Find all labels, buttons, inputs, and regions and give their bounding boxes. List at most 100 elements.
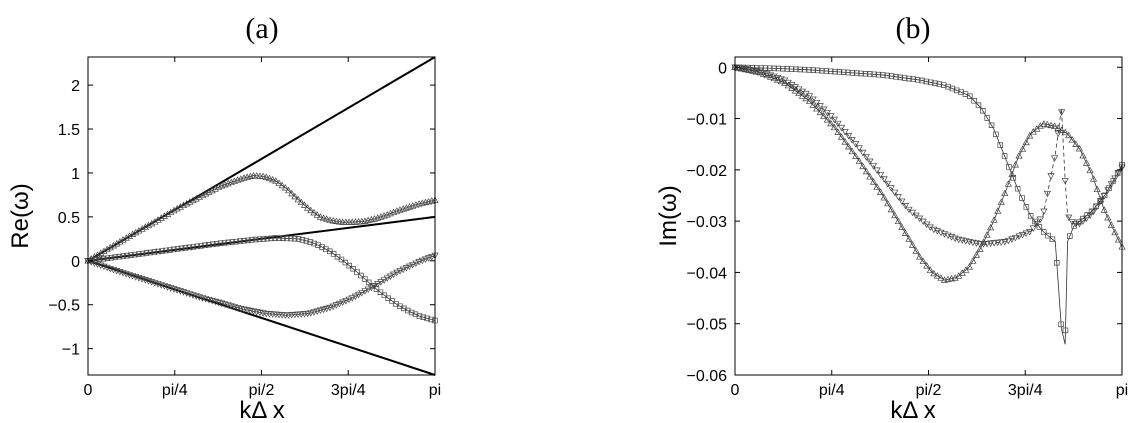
chart-b-series-2-point [820,106,828,114]
chart-b-series-1-point [965,263,973,270]
chart-b-series-2-point [990,240,998,247]
chart-b-series-2-point [1072,220,1080,228]
chart-b-series-1-point [880,193,888,201]
chart-a-series-4-point [217,240,224,246]
chart-a-title: (a) [245,12,278,45]
chart-a-series-3-point [192,194,200,202]
chart-b-yticks: 0 −0.01 −0.02 −0.03 −0.04 −0.05 −0.06 [687,60,1122,385]
chart-a-series-3-point [132,228,140,236]
chart-a-series-4-point [350,265,356,272]
chart-b-series-0-point [945,83,951,90]
chart-a-series-4-point [171,246,177,253]
chart-a-xtick-label: pi/2 [249,382,275,399]
chart-b-series-1-point [781,79,789,86]
chart-b-series-2-point [987,240,995,247]
chart-a-series-5-point [103,264,111,272]
chart-a-series-4-point [385,295,391,301]
chart-b-series-2-point [1036,216,1044,224]
chart-b-series-1-point [1086,166,1094,174]
chart-b-series-1-point [891,211,899,219]
chart-a-series-4-point [299,237,306,243]
chart-a-series-3 [84,171,439,264]
chart-b-series-1-point [997,198,1005,205]
panel-a: (a) 0 pi/4 pi/2 3pi/4 pi −1 −0.5 0 0.5 1 1.5 2 kΔ … [7,12,441,423]
chart-b-series-2-point [876,171,885,179]
chart-a-series-5-point [326,304,334,312]
chart-a-series-4-point [241,238,247,244]
chart-a-series-4-point [128,252,134,258]
chart-b-series-1-point [1043,120,1052,128]
chart-b-series-2-point [852,141,860,148]
chart-b-series-1-point [923,261,931,269]
chart-a-series-5-point [415,259,423,266]
chart-b-series-1-point [845,142,853,150]
chart-a-series-3-point [202,190,210,197]
chart-a-series-3-point [148,219,156,227]
chart-a-series-4-point [381,292,388,299]
chart-b-series-2-point [979,241,988,248]
chart-b-series-0-point [888,73,895,79]
chart-b-series-2-point [1111,175,1119,182]
chart-b-series-1-point [887,205,895,213]
chart-b-series-2-point [1079,218,1087,225]
chart-a-series-4-point [420,314,427,321]
chart-b-series-1-point [852,152,860,159]
chart-b-series-2-point [1040,208,1048,216]
chart-b-series-0-point [940,82,947,88]
chart-b-xtick-label: pi [1116,382,1128,399]
chart-b-series-1-point [805,97,814,105]
chart-a-series-5-point [339,299,347,306]
chart-b-series-2-point [1033,220,1041,228]
chart-b-series-2-point [898,198,906,206]
chart-a-series-5-point [412,260,420,268]
chart-b-series-0-point [958,89,964,95]
chart-b-series-1-point [862,167,870,175]
chart-a-series-3-point [205,188,213,195]
chart-b-series-2-point [784,79,792,87]
chart-a-series-5-point [87,259,95,266]
chart-a-series-3-point [106,243,114,251]
chart-b-series-2-point [1022,230,1030,237]
chart-b-series-2-point [859,149,867,157]
chart-a-series-5-point [90,260,98,267]
chart-a-series-4 [85,235,438,324]
chart-b-series-1-point [951,274,959,281]
chart-a-series-4-point [326,248,333,255]
chart-a-series-3-point [319,214,328,221]
chart-a-series-3-point [380,212,388,219]
chart-b-series-2-point [834,120,842,128]
chart-a-series-4-point [206,242,212,248]
chart-a-series-3-point [218,181,226,189]
chart-b-series-1-point [912,247,920,254]
chart-a-series-4-point [139,250,146,257]
chart-a-series-5-point [93,261,102,268]
chart-a-series-4-point [174,246,181,252]
chart-b-series-1-point [802,94,810,102]
chart-a-series-4-point [389,298,395,304]
chart-b-series-2-point [1029,225,1037,232]
chart-b-series-1-point [894,217,902,225]
chart-a-series-3-point [335,218,344,225]
chart-a-xtick-label: pi/4 [162,382,188,399]
chart-b-series-0-point [1040,229,1047,235]
chart-a-series-4-point [412,311,419,318]
chart-a-series-5-point [409,262,417,269]
chart-b-series-1-point [823,116,831,123]
chart-a-series-4-point [401,305,407,312]
chart-a-series-3-point [307,206,315,214]
chart-b-series-1-point [926,266,934,273]
chart-b-series-2-point [1100,193,1108,200]
chart-b-series-1-point [1001,189,1009,197]
chart-b-series-1-point [1011,160,1020,168]
chart-a-series-4-point [362,276,368,282]
chart-b-series-0-point [975,102,982,109]
chart-a-series-4-point [96,256,103,263]
chart-a-series-3-point [278,181,286,189]
chart-a-series-3-point [269,175,277,183]
chart-b-series-2-point [1097,198,1105,205]
chart-b-series-1-point [898,223,906,230]
chart-b-series-2-point [1026,229,1034,236]
chart-b-series-1-point [795,89,803,97]
chart-a-series-3-point [259,172,267,180]
